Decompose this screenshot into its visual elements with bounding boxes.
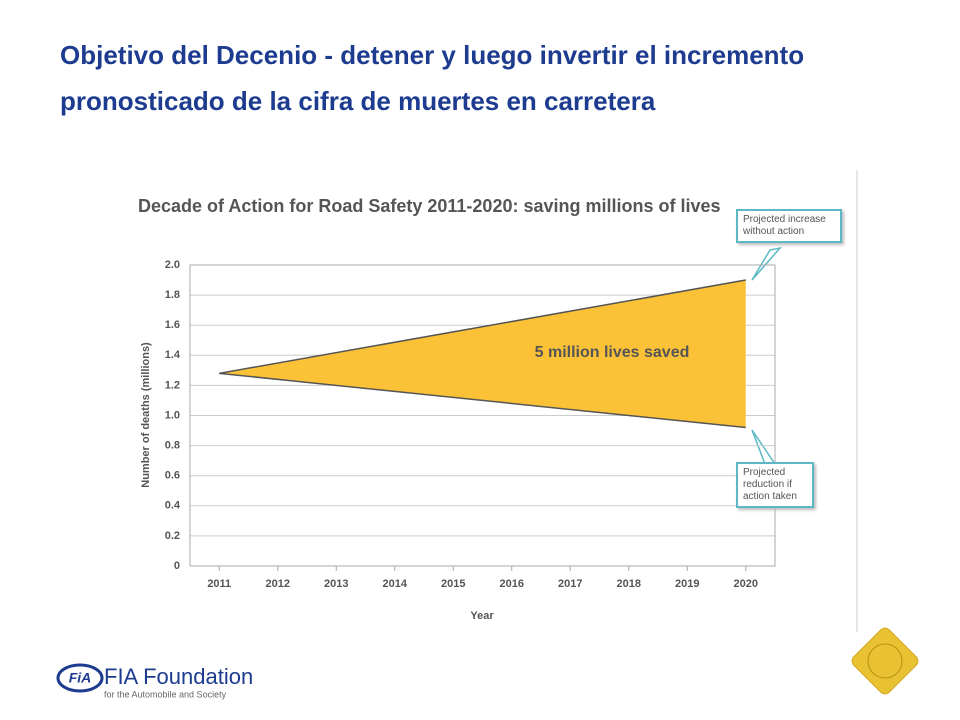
x-axis-label: Year (470, 610, 494, 622)
logo-name: FIA Foundation (104, 664, 253, 689)
logo-mark: FiA (69, 670, 92, 686)
callout-increase: Projected increase without action (736, 209, 842, 243)
x-tick-label: 2016 (500, 578, 524, 590)
series-line (219, 372, 746, 429)
y-tick-label: 2.0 (165, 259, 180, 271)
callout-pointer (751, 246, 783, 281)
y-tick-label: 0.2 (165, 530, 180, 542)
y-tick-label: 0.8 (165, 440, 180, 452)
x-tick-label: 2018 (617, 578, 641, 590)
badge (851, 627, 919, 695)
chart-title: Decade of Action for Road Safety 2011-20… (138, 196, 721, 216)
annotation: 5 million lives saved (535, 344, 690, 361)
x-tick-label: 2011 (207, 578, 231, 590)
series-line (219, 279, 746, 375)
x-tick-label: 2020 (734, 578, 758, 590)
x-tick-label: 2017 (558, 578, 582, 590)
y-tick-label: 1.8 (165, 289, 180, 301)
x-tick-label: 2012 (266, 578, 290, 590)
logo-oval (56, 663, 104, 693)
y-tick-label: 0 (174, 560, 180, 572)
slide-title: Objetivo del Decenio - detener y luego i… (60, 40, 805, 116)
badge-diamond (851, 627, 919, 695)
callout-pointer (751, 429, 777, 465)
x-tick-label: 2019 (675, 578, 699, 590)
y-tick-label: 1.4 (165, 349, 181, 361)
logo: FiA FIA Foundation for the Automobile an… (56, 663, 253, 699)
y-tick-label: 0.4 (165, 500, 181, 512)
callout-reduction: Projected reduction if action taken (736, 462, 814, 508)
y-tick-label: 1.6 (165, 319, 180, 331)
y-tick-label: 0.6 (165, 470, 180, 482)
logo-tagline: for the Automobile and Society (104, 689, 227, 699)
saved-area (219, 280, 746, 428)
y-tick-label: 1.0 (165, 409, 180, 421)
badge-ring (867, 643, 903, 679)
y-axis-label: Number of deaths (millions) (140, 342, 152, 488)
plot-frame (189, 264, 776, 567)
x-tick-label: 2015 (441, 578, 465, 590)
x-tick-label: 2013 (324, 578, 348, 590)
x-tick-label: 2014 (383, 578, 408, 590)
y-tick-label: 1.2 (165, 379, 180, 391)
